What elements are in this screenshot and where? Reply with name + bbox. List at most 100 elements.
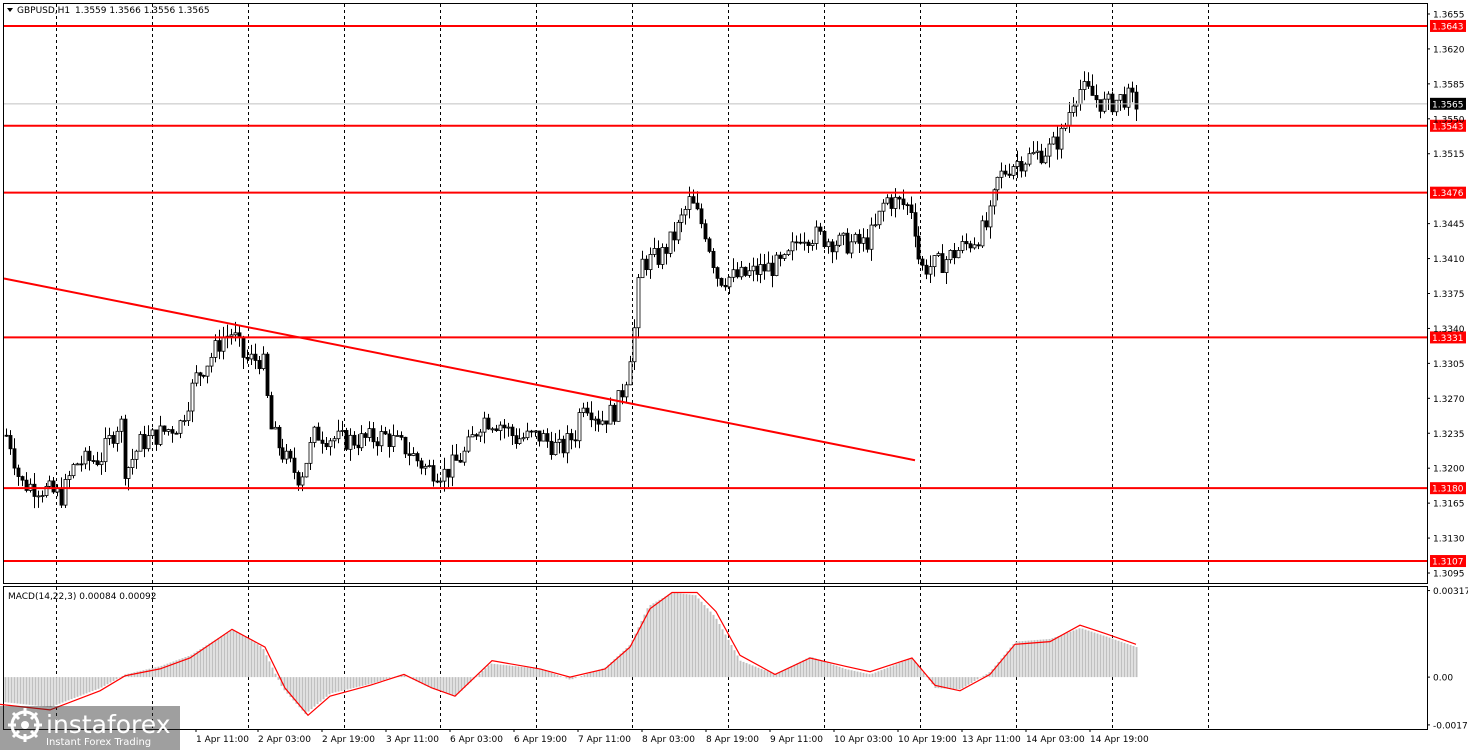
candle-body [300,476,305,486]
candle-body [995,176,1000,191]
candle-body [1078,89,1083,105]
candle-body [549,440,554,456]
candle-body [506,426,511,429]
candle-body [296,472,301,486]
candle-body [1086,81,1091,87]
candle-body [608,404,613,425]
chart-ohlc-values: 1.3559 1.3566 1.3556 1.3565 [75,6,210,16]
candle-body [462,450,467,463]
candle-body [905,204,910,207]
candle-body [936,253,941,256]
candle-body [336,430,341,440]
candle-body [498,424,503,432]
candle-body [427,465,432,467]
candle-body [423,465,428,469]
candle-body [1071,105,1076,113]
candle-body [403,436,408,455]
x-tick-label: 3 Apr 11:00 [386,735,439,745]
level-label: 1.3476 [1432,189,1464,199]
candle-body [889,197,894,209]
candle-body [99,461,104,466]
level-label-bg [1430,331,1466,344]
candle-body [280,447,285,460]
candle-body [348,434,353,450]
candle-body [1043,155,1048,164]
candle-body [865,237,870,250]
candle-body [664,247,669,254]
candle-body [743,266,748,276]
main-chart-frame [3,3,1428,584]
candle-body [95,460,100,466]
candle-body [758,264,763,275]
x-tick-label: 2 Apr 19:00 [322,735,375,745]
candle-body [123,418,128,479]
chart-menu-arrow-icon[interactable] [7,8,13,12]
candle-body [494,428,499,432]
candle-body [126,467,131,479]
candle-body [431,465,436,482]
candle-body [972,244,977,249]
candle-body [201,374,206,377]
candle-body [687,196,692,210]
candle-body [186,410,191,422]
candle-body [363,433,368,438]
candle-body [770,262,775,276]
candle-body [233,332,238,336]
candle-body [561,438,566,454]
candle-body [438,480,443,483]
candle-body [490,428,495,431]
y-tick-label: 1.3130 [1433,535,1465,545]
x-tick-label: 8 Apr 19:00 [706,735,759,745]
x-tick-label: 6 Apr 03:00 [450,735,503,745]
y-tick-label: 1.3235 [1433,430,1465,440]
candle-body [1067,112,1072,126]
candle-body [711,250,716,268]
candle-body [284,450,289,460]
candle-body [691,196,696,204]
candle-body [1082,81,1087,90]
candle-body [510,426,515,437]
candle-body [909,204,914,214]
candle-body [885,197,890,204]
candle-body [644,258,649,271]
candle-body [482,417,487,433]
candle-body [806,241,811,246]
watermark-tagline: Instant Forex Trading [46,737,151,748]
candle-body [245,356,250,360]
candle-body [1130,87,1135,93]
candle-body [628,361,633,386]
candle-body [146,435,151,450]
candle-body [672,231,677,241]
candle-body [924,264,929,275]
candle-body [529,430,534,433]
support-resistance-levels: 1.3643 1.3543 1.3476 1.3331 1.3180 1.3107 1.35… [4,19,1466,568]
candle-body [877,210,882,226]
candle-body [205,365,210,377]
level-label: 1.3180 [1432,485,1464,495]
candle-body [67,475,72,480]
candle-body [419,460,424,469]
candle-body [379,431,384,447]
y-tick-label: 1.3550 [1433,115,1465,125]
candle-body [1039,150,1044,164]
y-tick-label: 1.3585 [1433,80,1465,90]
candle-body [209,356,214,367]
candle-body [162,425,167,432]
candle-body [502,424,507,429]
candle-body [853,233,858,243]
candle-body [59,488,64,506]
candle-body [893,196,898,209]
candle-body [178,420,183,434]
x-tick-label: 8 Apr 03:00 [642,735,695,745]
candle-body [596,418,601,425]
candle-body [901,198,906,206]
candle-body [324,443,329,448]
candle-body [36,495,41,498]
macd-layer [0,591,1138,717]
x-tick-label: 9 Apr 11:00 [770,735,823,745]
candle-body [241,336,246,358]
candle-body [8,435,13,450]
candle-body [656,248,661,265]
candle-body [134,450,139,460]
candle-body [604,420,609,425]
